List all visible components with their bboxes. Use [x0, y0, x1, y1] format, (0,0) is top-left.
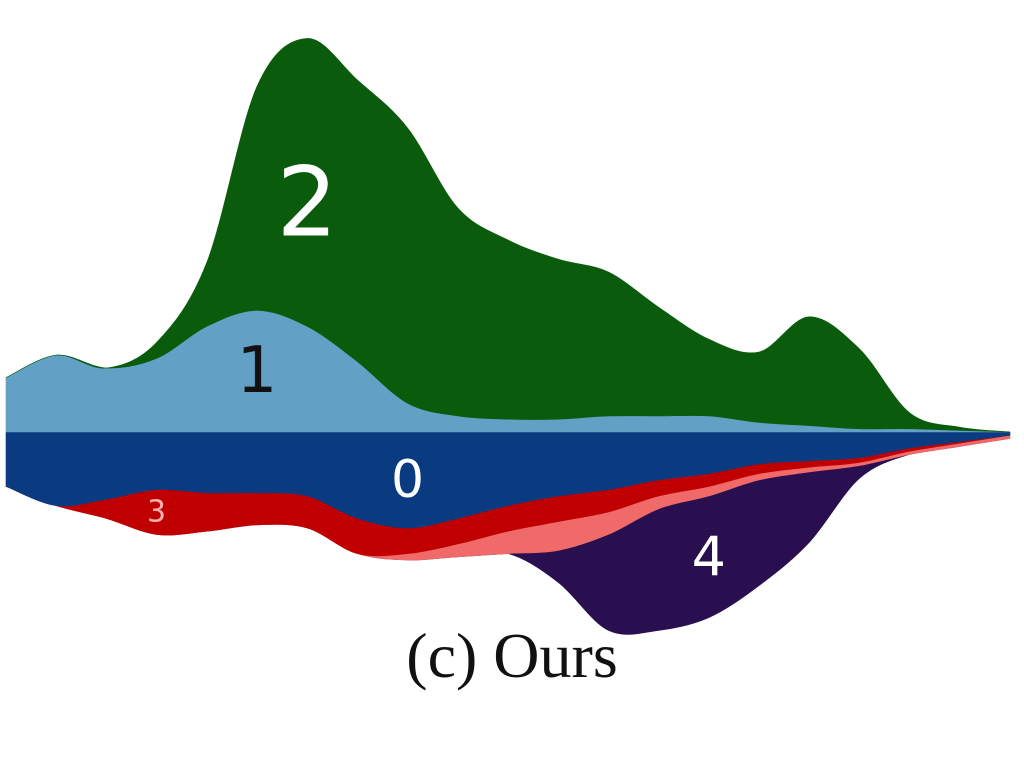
stream-labels: 2 1 0 3 4 [147, 146, 726, 588]
stream-label-4: 4 [692, 525, 726, 588]
figure-caption: (c) Ours [406, 620, 618, 691]
stream-layers [5, 38, 1011, 635]
stream-label-0: 0 [391, 450, 424, 510]
stream-label-1: 1 [237, 334, 278, 408]
stream-label-2: 2 [277, 146, 338, 258]
stream-label-3: 3 [147, 495, 166, 530]
stream-layer-2 [5, 38, 1011, 433]
